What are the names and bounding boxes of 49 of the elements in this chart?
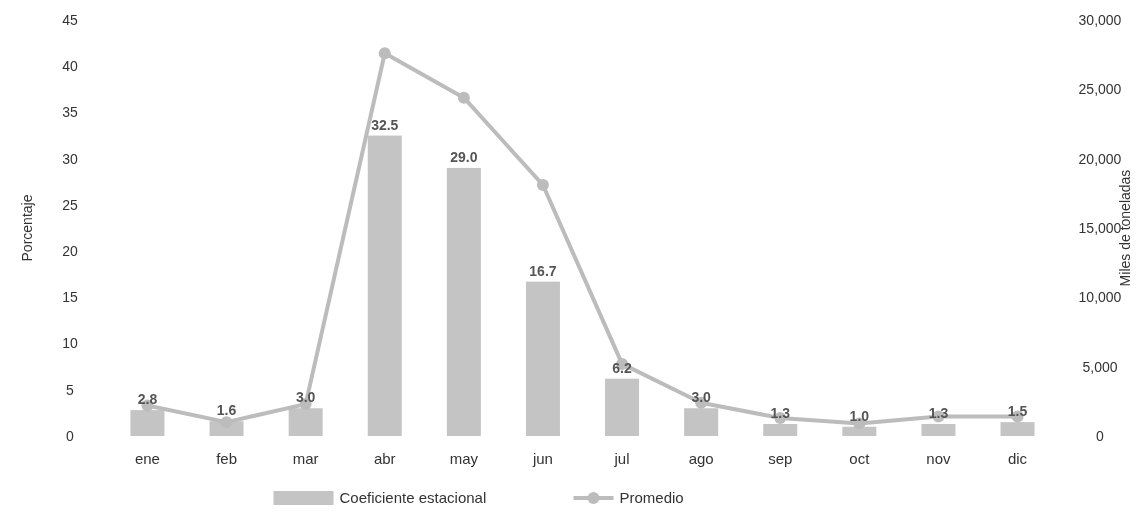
x-tick-label: jul bbox=[613, 450, 630, 467]
data-label: 2.8 bbox=[137, 391, 158, 408]
data-label: 1.6 bbox=[216, 402, 237, 419]
y-tick-label: 40 bbox=[62, 58, 78, 75]
x-tick-label: mar bbox=[292, 450, 319, 467]
y2-tick-label: 30,000 bbox=[1078, 11, 1122, 28]
data-label: 6.2 bbox=[612, 359, 632, 376]
x-tick-label: sep bbox=[768, 450, 793, 467]
point bbox=[536, 179, 549, 192]
x-tick-label: feb bbox=[216, 450, 237, 467]
y2-tick-label: 20,000 bbox=[1078, 150, 1122, 167]
y2-tick-label: 5,000 bbox=[1082, 358, 1118, 375]
data-label: 29.0 bbox=[450, 148, 478, 165]
point bbox=[457, 91, 470, 104]
y2-tick-label: 15,000 bbox=[1078, 219, 1122, 236]
data-label: 1.0 bbox=[849, 407, 870, 424]
x-tick-label: jun bbox=[531, 450, 553, 467]
x-tick-label: may bbox=[449, 450, 479, 467]
y-tick-label: 30 bbox=[62, 150, 78, 167]
data-label: 16.7 bbox=[529, 262, 557, 279]
y-tick-label: 35 bbox=[62, 104, 78, 121]
data-label: 3.0 bbox=[295, 389, 316, 406]
y-tick-label: 0 bbox=[66, 427, 75, 444]
legend-label: Promedio bbox=[619, 489, 684, 507]
data-label: 32.5 bbox=[371, 116, 399, 133]
bar bbox=[446, 167, 481, 436]
x-tick-label: dic bbox=[1007, 450, 1028, 467]
x-tick-label: abr bbox=[373, 450, 396, 467]
data-label: 1.3 bbox=[770, 404, 791, 421]
y-tick-label: 45 bbox=[62, 11, 78, 28]
y-tick-label: 20 bbox=[62, 243, 78, 260]
legend-label: Coeficiente estacional bbox=[339, 489, 487, 507]
y2-tick-label: 0 bbox=[1096, 427, 1105, 444]
x-tick-label: ago bbox=[688, 450, 714, 467]
y-tick-label: 25 bbox=[62, 196, 78, 213]
bar bbox=[605, 378, 640, 436]
y-axis-title: Porcentaje bbox=[19, 194, 35, 262]
x-tick-label: oct bbox=[849, 450, 871, 467]
y2-tick-label: 25,000 bbox=[1078, 81, 1122, 98]
data-label: 3.0 bbox=[691, 389, 712, 406]
data-label: 1.5 bbox=[1007, 403, 1028, 420]
y-tick-label: 15 bbox=[62, 289, 78, 306]
x-tick-label: nov bbox=[926, 450, 952, 467]
y-tick-label: 10 bbox=[62, 335, 78, 352]
y-tick-label: 5 bbox=[66, 381, 75, 398]
point bbox=[378, 47, 391, 60]
bar bbox=[525, 281, 560, 436]
x-tick-label: ene bbox=[134, 450, 160, 467]
y2-tick-label: 10,000 bbox=[1078, 289, 1122, 306]
